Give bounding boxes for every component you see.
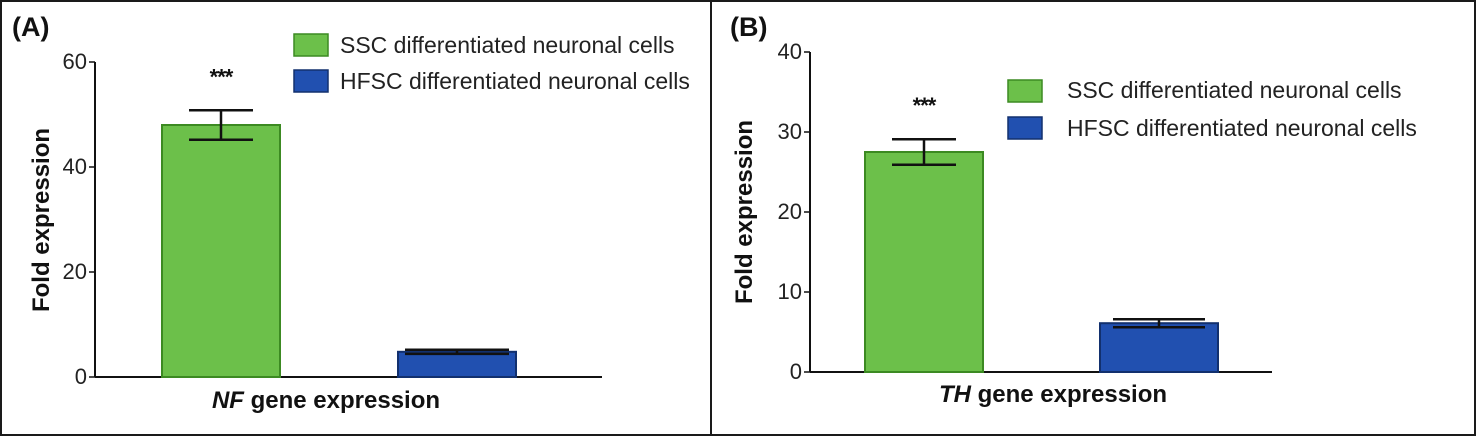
x-axis-gene: TH [939, 381, 972, 408]
x-axis-gene: NF [212, 387, 245, 414]
y-tick-label: 60 [63, 49, 87, 74]
legend-swatch-ssc [1007, 79, 1043, 103]
legend-swatch-hfsc [293, 69, 329, 93]
x-axis-rest: gene expression [971, 381, 1167, 408]
bar-hfsc [1099, 322, 1219, 374]
significance-mark: *** [210, 64, 234, 89]
significance-marks: *** [210, 64, 235, 89]
significance-mark: *** [913, 93, 937, 118]
y-tick-label: 0 [75, 364, 87, 389]
legend-label-ssc: SSC differentiated neuronal cells [1067, 77, 1402, 103]
chart-panel-b: (B) 0 10 20 30 40 *** Fold expression TH gen… [710, 0, 1476, 436]
y-tick-label: 20 [63, 259, 87, 284]
y-axis-label: Fold expression [731, 120, 758, 304]
x-axis-label: NF gene expression [212, 387, 440, 414]
y-tick-label: 40 [63, 154, 87, 179]
panel-label-a: (A) [12, 12, 50, 42]
x-axis-label: TH gene expression [939, 381, 1167, 408]
legend-label-hfsc: HFSC differentiated neuronal cells [340, 68, 690, 94]
chart-svg-a: 0 20 40 60 *** Fold expression NF gene expr… [28, 32, 690, 414]
y-tick-label: 40 [778, 39, 802, 64]
bars [864, 151, 1219, 374]
y-tick-label: 30 [778, 119, 802, 144]
bars [161, 124, 517, 378]
legend-label-ssc: SSC differentiated neuronal cells [340, 32, 675, 58]
y-ticks: 0 10 20 30 40 [778, 39, 810, 384]
legend: SSC differentiated neuronal cells HFSC d… [293, 32, 690, 94]
significance-marks: *** [913, 93, 938, 118]
chart-panel-a: (A) 0 20 40 60 *** Fold expression NF gene … [0, 0, 712, 436]
error-bars [189, 109, 509, 356]
y-tick-label: 10 [778, 279, 802, 304]
legend-swatch-hfsc [1007, 116, 1043, 140]
y-ticks: 0 20 40 60 [63, 49, 95, 389]
bar-ssc [864, 151, 984, 373]
legend: SSC differentiated neuronal cells HFSC d… [1007, 77, 1417, 141]
legend-label-hfsc: HFSC differentiated neuronal cells [1067, 115, 1417, 141]
y-tick-label: 20 [778, 199, 802, 224]
bar-ssc [161, 124, 281, 378]
x-axis-rest: gene expression [244, 387, 440, 414]
error-bars [892, 137, 1205, 329]
legend-swatch-ssc [293, 33, 329, 57]
y-tick-label: 0 [790, 359, 802, 384]
panel-label-b: (B) [730, 12, 768, 42]
bar-hfsc [397, 350, 517, 378]
chart-svg-b: 0 10 20 30 40 *** Fold expression TH gene ex… [731, 39, 1417, 408]
y-axis-label: Fold expression [28, 128, 55, 312]
